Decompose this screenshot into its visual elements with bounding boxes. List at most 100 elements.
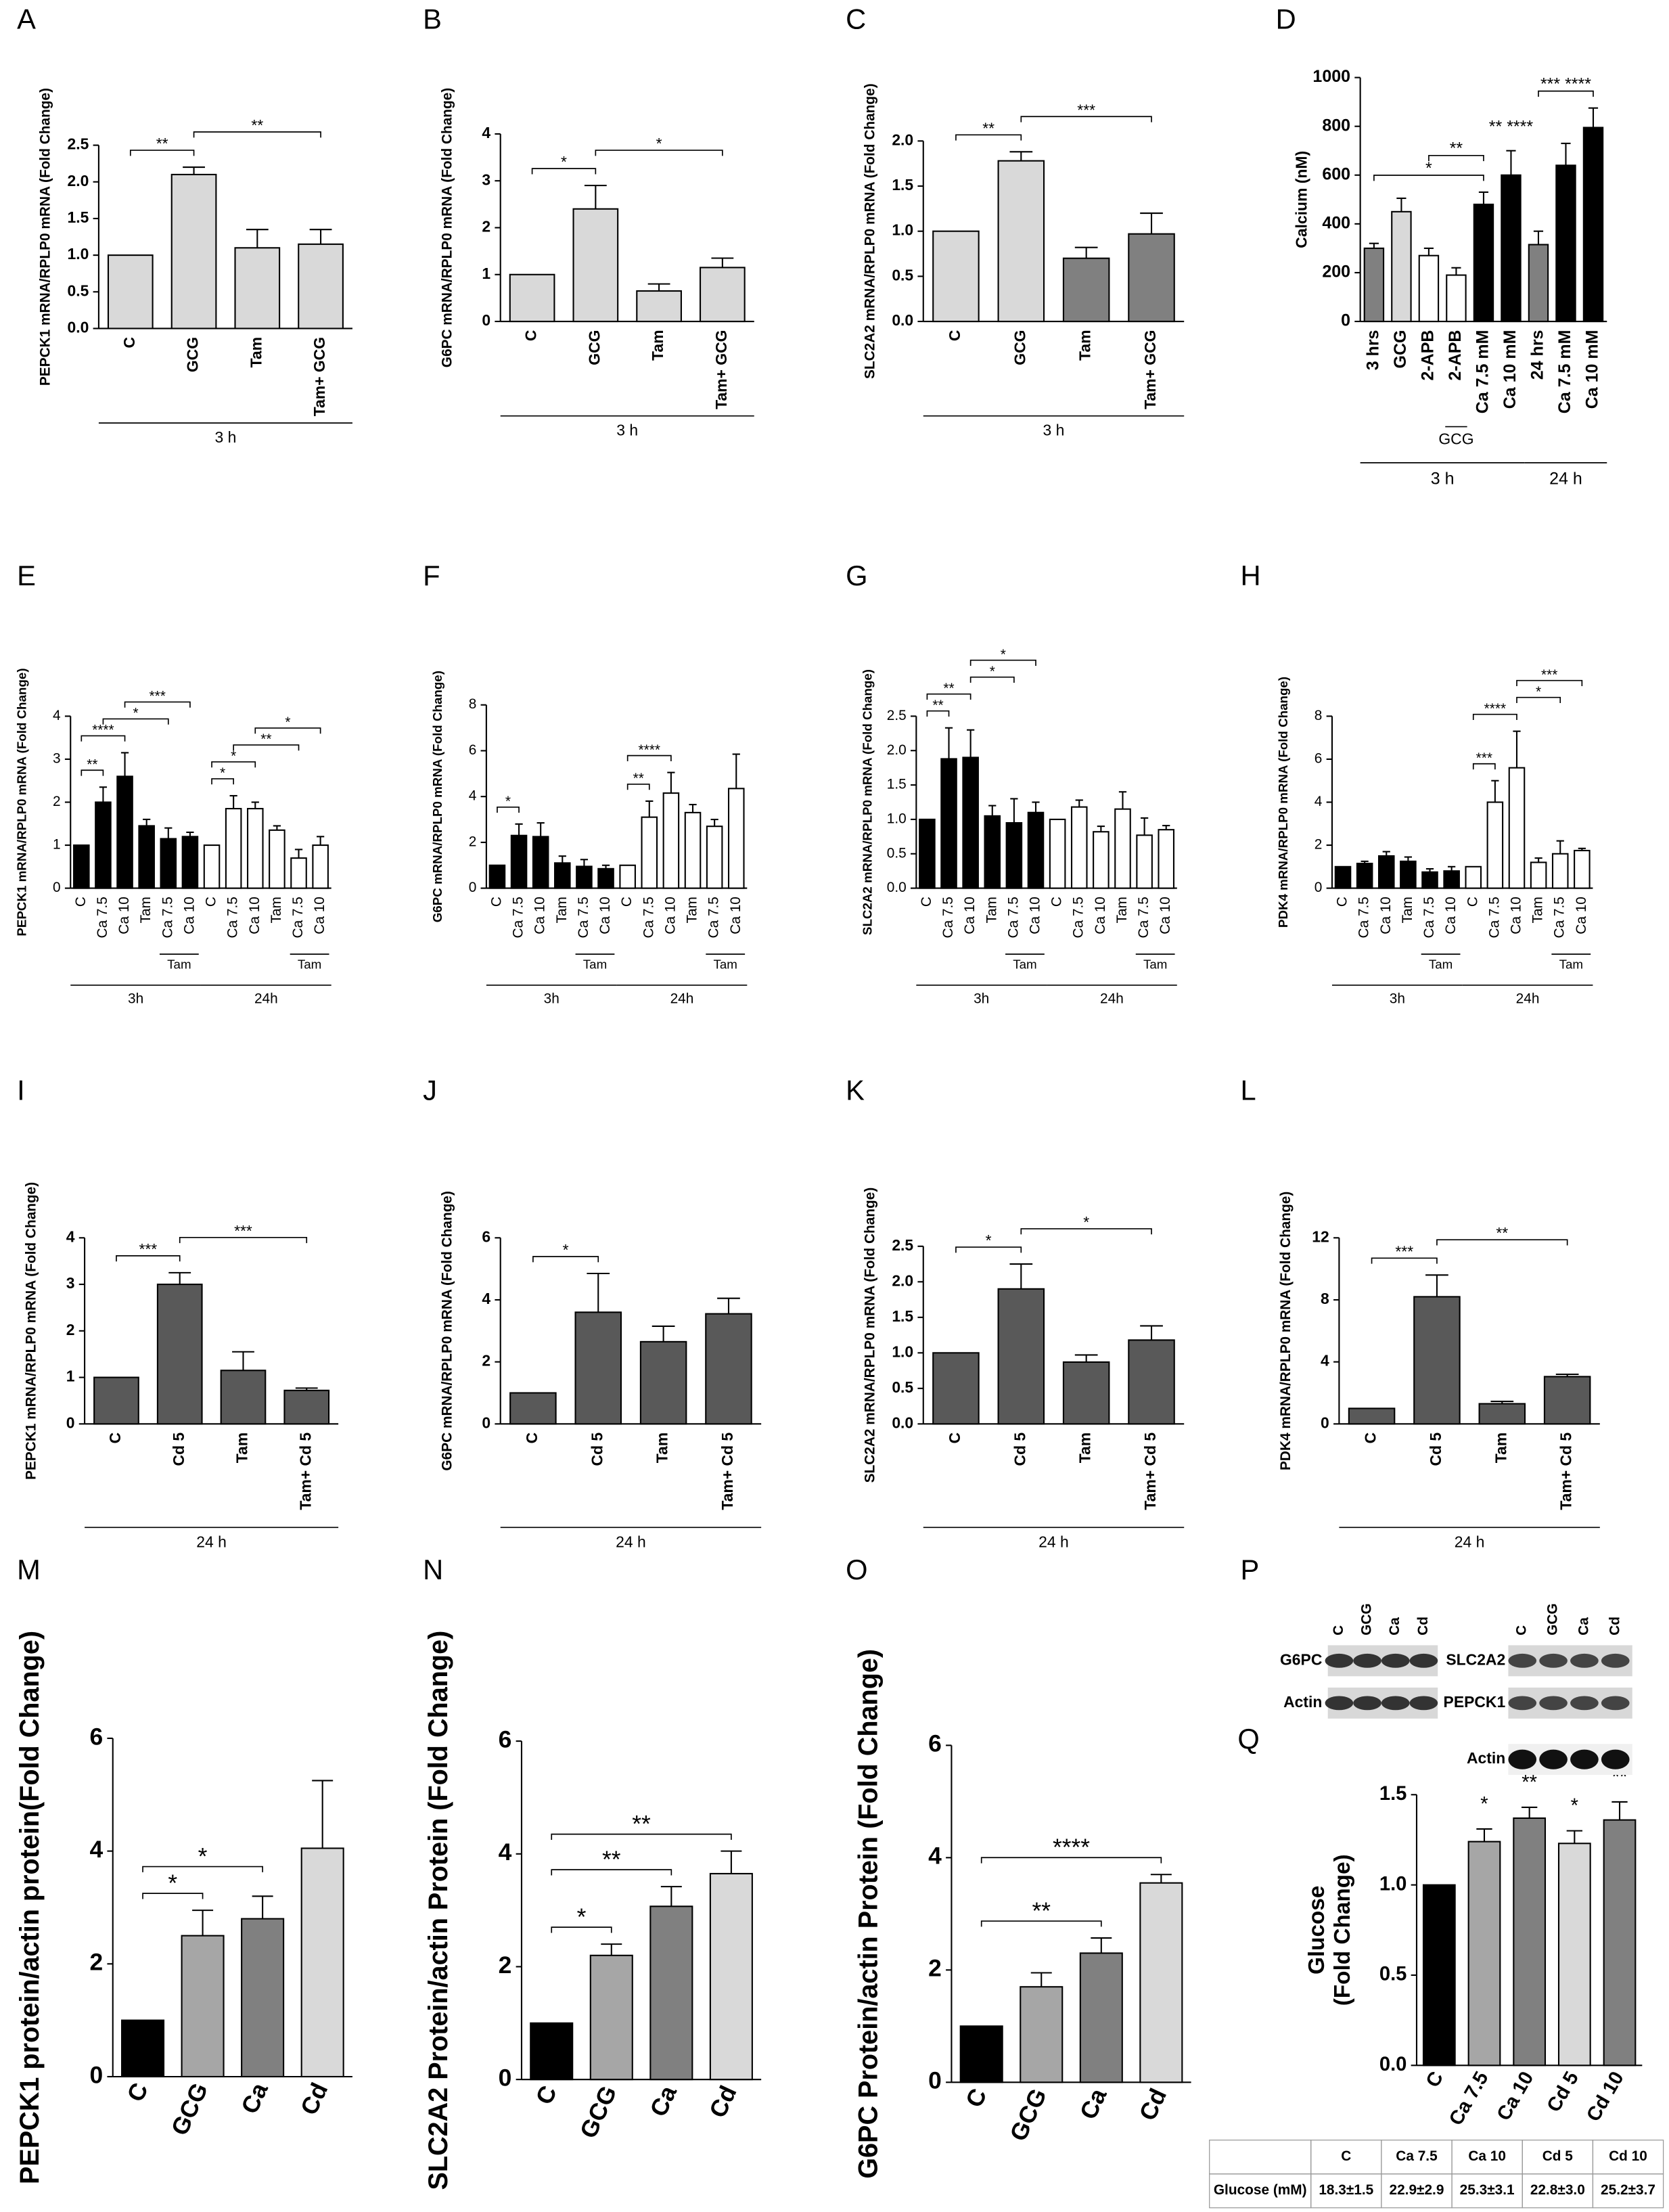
- significance-label: *: [986, 1232, 992, 1249]
- bar: [1356, 863, 1373, 889]
- y-tick-label: 6: [928, 1730, 942, 1757]
- x-tick-label: Ca 7.5: [940, 897, 956, 938]
- panel-letter: B: [423, 3, 442, 35]
- significance-label: ****: [1053, 1834, 1090, 1861]
- bar: [1557, 1843, 1591, 2067]
- bar: [932, 230, 980, 323]
- significance-bracket: [926, 693, 971, 700]
- bar: [290, 857, 307, 889]
- x-tick-label: C: [946, 330, 963, 342]
- x-tick-label: Ca 7.5: [1421, 897, 1437, 938]
- bar: [705, 1313, 752, 1425]
- bar: [1508, 767, 1526, 889]
- bar: [1465, 865, 1482, 889]
- y-axis-label: SLC2A2 mRNA/RPLP0 mRNA (Fold Change): [862, 83, 877, 379]
- bar: [576, 865, 593, 889]
- y-tick-label: 2.0: [892, 131, 913, 148]
- significance-label: **: [260, 731, 271, 747]
- blot-band: [1381, 1696, 1410, 1711]
- panel-letter: N: [423, 1554, 443, 1585]
- bar: [940, 758, 957, 889]
- bar: [269, 829, 285, 889]
- x-tick-label: Ca: [1074, 2084, 1112, 2123]
- significance-bracket: [179, 1236, 308, 1244]
- x-tick-label: GCG: [1005, 2084, 1052, 2145]
- x-tick-label: Ca 7.5: [641, 897, 656, 938]
- y-tick-label: 4: [53, 708, 61, 723]
- significance-bracket: [1373, 175, 1484, 181]
- x-tick-label: Cd: [1134, 2084, 1172, 2125]
- x-tick-label: Ca 7.5 mM: [1473, 330, 1492, 414]
- y-axis-label: SLC2A2 mRNA/RPLP0 mRNA (Fold Change): [862, 1188, 877, 1483]
- significance-bracket: [211, 778, 234, 785]
- bar: [662, 792, 680, 889]
- significance-label: **: [943, 681, 954, 696]
- blot-label: G6PC: [1280, 1650, 1322, 1668]
- significance-label: *: [231, 748, 236, 764]
- bar: [170, 173, 217, 330]
- significance-label: ***: [1395, 1242, 1413, 1260]
- bar: [1363, 247, 1385, 323]
- significance-label: ****: [92, 723, 114, 738]
- bar: [1555, 164, 1576, 323]
- blot-band: [1570, 1696, 1599, 1711]
- panel-letter: I: [17, 1075, 25, 1106]
- x-tick-label: Ca 7.5: [1136, 897, 1151, 938]
- significance-bracket: [1428, 154, 1484, 162]
- bar: [1582, 127, 1604, 323]
- y-tick-label: 4: [1321, 1352, 1329, 1370]
- bar: [641, 816, 658, 889]
- x-tick-label: Ca 10: [1574, 897, 1589, 934]
- y-tick-label: 2: [928, 1955, 942, 1982]
- y-axis-label: PEPCK1 mRNA/RPLP0 mRNA (Fold Change): [14, 668, 28, 936]
- bar: [1128, 233, 1175, 323]
- bar: [234, 247, 281, 330]
- blot-label: Actin: [1467, 1749, 1505, 1767]
- x-tick-label: Ca 10 mM: [1501, 330, 1519, 409]
- bar: [488, 864, 506, 889]
- table-cell-text: 22.8±3.0: [1530, 2182, 1585, 2198]
- y-tick-label: 1000: [1312, 67, 1350, 86]
- y-tick-label: 1.5: [892, 176, 913, 194]
- x-tick-label: Tam: [269, 897, 284, 923]
- x-tick-label: Tam: [247, 337, 265, 367]
- significance-bracket: [626, 754, 672, 761]
- y-tick-label: 3: [66, 1274, 75, 1292]
- y-axis-label: (Fold Change): [1330, 1854, 1355, 2006]
- blot-band: [1409, 1696, 1438, 1711]
- significance-bracket: [1472, 763, 1496, 770]
- bar: [554, 862, 571, 889]
- y-tick-label: 2.5: [67, 135, 89, 153]
- y-tick-label: 1.5: [887, 777, 907, 792]
- y-tick-label: 12: [1312, 1227, 1329, 1245]
- x-tick-label: Ca 7.5: [160, 897, 175, 938]
- y-tick-label: 6: [89, 1723, 103, 1750]
- x-tick-label: Ca 10: [1378, 897, 1394, 934]
- group-label: 24 h: [1038, 1533, 1069, 1550]
- bar: [181, 1935, 225, 2078]
- x-tick-label: Tam: [984, 897, 999, 923]
- x-tick-label: Ca 7.5: [511, 897, 526, 938]
- significance-label: *: [1083, 1213, 1089, 1231]
- y-axis-label: G6PC mRNA/RPLP0 mRNA (Fold Change): [430, 671, 444, 922]
- x-tick-label: C: [488, 897, 504, 907]
- y-tick-label: 0: [1341, 311, 1350, 330]
- x-tick-label: Tam: [1400, 897, 1415, 923]
- bar: [300, 1847, 344, 2078]
- significance-bracket: [551, 1869, 672, 1876]
- bar: [120, 2019, 165, 2078]
- y-tick-label: 0.0: [892, 1414, 913, 1431]
- y-tick-label: 2.0: [892, 1271, 913, 1289]
- sublabel: GCG: [1438, 430, 1473, 448]
- x-tick-label: Cd 10: [1582, 2068, 1628, 2125]
- bar: [1478, 1403, 1526, 1425]
- significance-label: **: [982, 119, 994, 137]
- y-tick-label: 1.5: [892, 1307, 913, 1325]
- significance-label: ***: [150, 689, 166, 704]
- y-tick-label: 0: [66, 1414, 75, 1431]
- significance-bracket: [551, 1926, 612, 1933]
- y-tick-label: 0.5: [1379, 1964, 1407, 1985]
- blot-band: [1539, 1653, 1568, 1668]
- bar: [225, 807, 242, 889]
- bar: [1467, 1841, 1501, 2067]
